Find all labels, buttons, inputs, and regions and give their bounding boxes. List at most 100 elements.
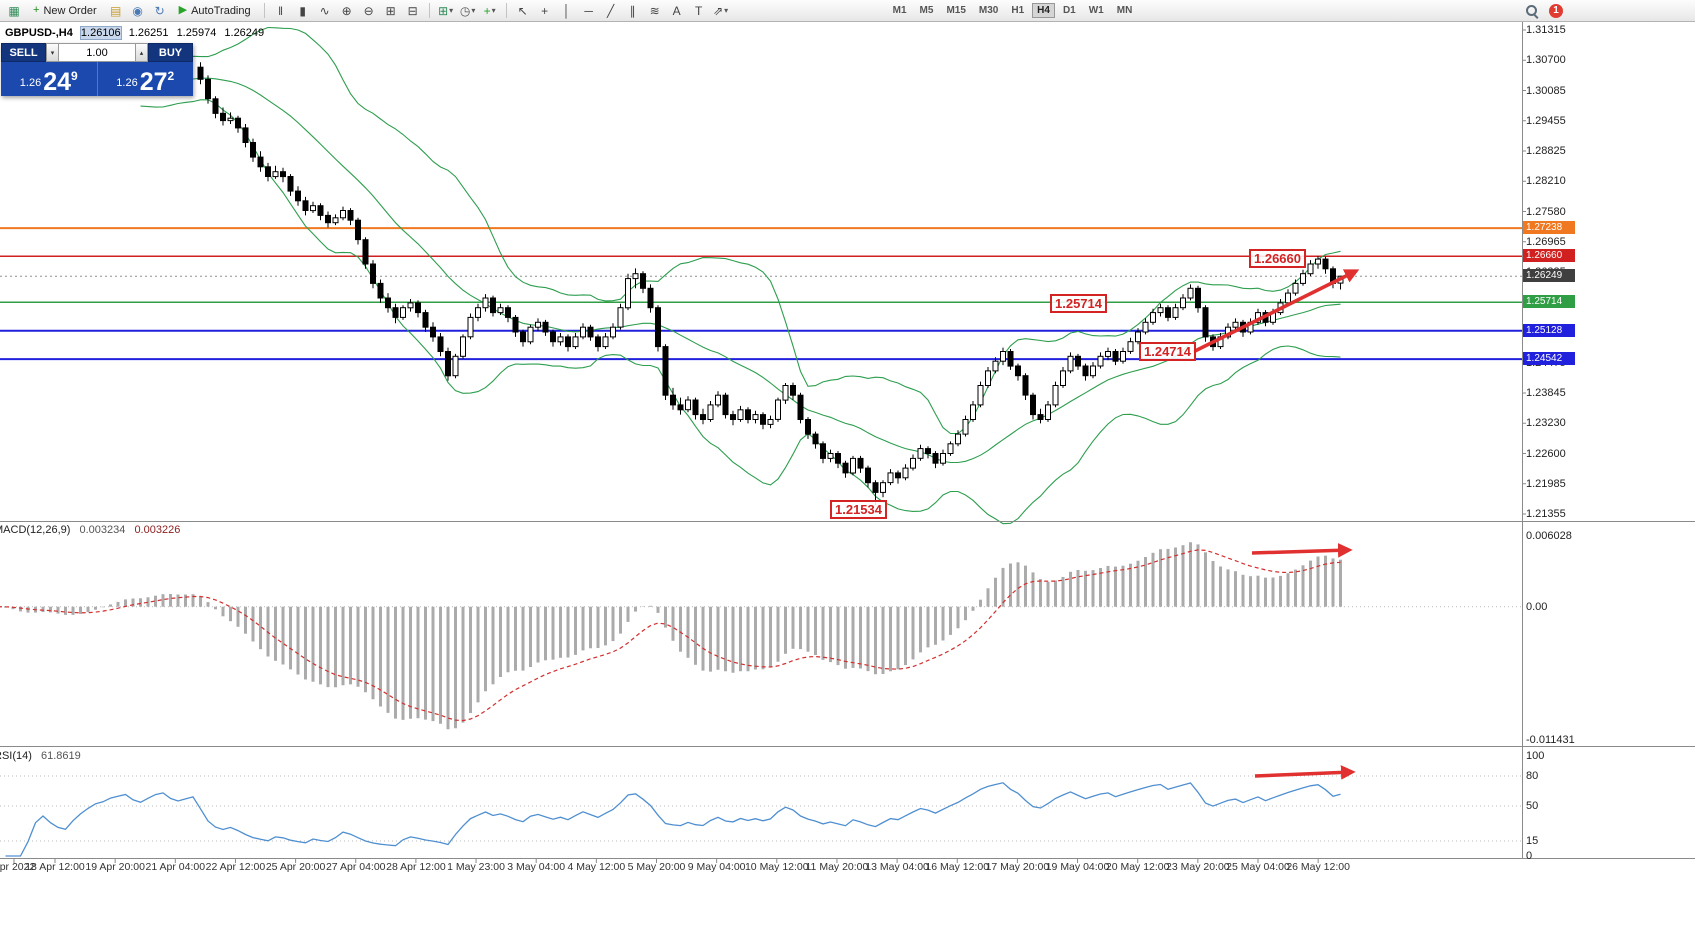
toolbar: ▦ + New Order ▤ ◉ ↻ ▶ AutoTrading ‖ ▮ ∿ ⊕ ⊖ ⊞ ⊟ ⊞ ▾ ◷ ▾ + ▾ ↖… [0, 0, 1695, 22]
line-chart-icon-glyph: ∿ [319, 3, 330, 18]
timeframe-m1-button[interactable]: M1 [888, 3, 912, 18]
buy-price-big: 27 [139, 68, 168, 96]
chart-quote-line: GBPUSD-,H4 1.26106 1.26251 1.25974 1.262… [5, 26, 265, 40]
crosshair-icon[interactable]: + [535, 2, 555, 19]
volume-decrease-button[interactable]: ▾ [46, 43, 59, 62]
timeframe-h4-button[interactable]: H4 [1032, 3, 1055, 18]
sell-button[interactable]: SELL [1, 43, 46, 62]
channel-icon-glyph: ∥ [629, 3, 636, 18]
toolbar-separator [263, 3, 265, 18]
text-label-icon-glyph: T [694, 3, 703, 18]
timeframe-m15-button[interactable]: M15 [941, 3, 970, 18]
horizontal-line-icon[interactable]: ─ [579, 2, 599, 19]
autotrading-button[interactable]: ▶ AutoTrading [172, 3, 258, 19]
data-window-icon-glyph: ◉ [132, 3, 143, 18]
toolbar-separator [505, 3, 507, 18]
zoom-out-icon-glyph: ⊖ [363, 3, 374, 18]
buy-button[interactable]: BUY [148, 43, 193, 62]
horizontal-line-icon-glyph: ─ [584, 3, 593, 18]
one-click-price-row: 1.26 24 9 1.26 27 2 [1, 62, 193, 96]
volume-increase-button[interactable]: ▴ [135, 43, 148, 62]
panel-separators [0, 21, 1695, 859]
trendline-icon[interactable]: ╱ [601, 2, 621, 19]
macd-title-text: MACD(12,26,9) [0, 524, 71, 536]
crosshair-icon-glyph: + [541, 3, 549, 18]
autotrading-button-label: AutoTrading [191, 4, 251, 17]
hlines-layer [0, 227, 1522, 361]
chart-symbol-period: GBPUSD-,H4 [5, 27, 73, 39]
notification-badge[interactable]: 1 [1549, 3, 1563, 18]
tile-windows-icon[interactable]: ⊞ [381, 2, 401, 19]
rsi-levels [0, 775, 1522, 842]
channel-icon[interactable]: ∥ [623, 2, 643, 19]
app-icon[interactable]: ▦ [4, 2, 24, 19]
rsi-line [5, 782, 1341, 857]
cursor-icon-glyph: ↖ [517, 3, 528, 18]
text-icon[interactable]: A [667, 2, 687, 19]
sell-price-big: 24 [43, 68, 72, 96]
refresh-icon-glyph: ↻ [154, 3, 165, 18]
timeframe-d1-button[interactable]: D1 [1058, 3, 1081, 18]
candlestick-chart-icon[interactable]: ▮ [293, 2, 313, 19]
macd-arrow [1251, 542, 1353, 558]
buy-price-sup: 2 [167, 69, 175, 83]
market-watch-icon[interactable]: ▤ [106, 2, 126, 19]
timeframe-mn-button[interactable]: MN [1112, 3, 1138, 18]
toolbar-separator [428, 3, 430, 18]
volume-input[interactable] [59, 43, 135, 62]
new-order-glyph: + [33, 4, 40, 16]
vertical-line-icon[interactable]: │ [557, 2, 577, 19]
fibonacci-icon-glyph: ≋ [649, 3, 660, 18]
dropdown-caret-icon: ▾ [491, 6, 496, 15]
zoom-out-icon[interactable]: ⊖ [359, 2, 379, 19]
macd-value-signal: 0.003226 [134, 524, 181, 536]
macd-histogram-layer [4, 542, 1342, 730]
data-window-icon[interactable]: ◉ [128, 2, 148, 19]
rsi-arrow [1254, 765, 1356, 780]
arrows-tool-button[interactable]: ⇗ ▾ [711, 2, 731, 19]
timeframe-m5-button[interactable]: M5 [915, 3, 939, 18]
timeframe-w1-button[interactable]: W1 [1084, 3, 1109, 18]
quote-close: 1.26249 [224, 27, 265, 39]
quote-low: 1.25974 [176, 27, 217, 39]
app-icon-glyph: ▦ [8, 3, 20, 18]
arrows-tool-glyph: ⇗ [713, 3, 724, 18]
text-label-icon[interactable]: T [689, 2, 709, 19]
new-chart-glyph: ⊞ [438, 3, 449, 18]
sell-price-sup: 9 [71, 69, 78, 83]
tile-windows-icon-glyph: ⊞ [385, 3, 396, 18]
timeframe-h1-button[interactable]: H1 [1006, 3, 1029, 18]
text-icon-glyph: A [672, 3, 681, 18]
new-chart-button[interactable]: ⊞ ▾ [436, 2, 456, 19]
profiles-glyph: ◷ [459, 3, 471, 18]
buy-price[interactable]: 1.26 27 2 [96, 62, 194, 96]
indicators-button[interactable]: + ▾ [480, 2, 500, 19]
vertical-line-icon-glyph: │ [562, 3, 571, 18]
dropdown-caret-icon: ▾ [449, 6, 454, 15]
line-chart-icon[interactable]: ∿ [315, 2, 335, 19]
dropdown-caret-icon: ▾ [471, 6, 476, 15]
autotrading-glyph: ▶ [178, 4, 188, 16]
bar-chart-icon[interactable]: ‖ [271, 2, 291, 19]
rsi-value: 61.8619 [40, 750, 81, 762]
refresh-icon[interactable]: ↻ [150, 2, 170, 19]
search-icon[interactable] [1524, 3, 1539, 18]
rsi-panel-title: RSI(14) 61.8619 [0, 750, 81, 762]
profiles-button[interactable]: ◷ ▾ [458, 2, 478, 19]
cascade-windows-icon[interactable]: ⊟ [403, 2, 423, 19]
sell-price[interactable]: 1.26 24 9 [1, 62, 97, 96]
bar-chart-icon-glyph: ‖ [278, 3, 284, 18]
macd-signal-line [0, 549, 1341, 722]
new-order-button-label: New Order [43, 4, 97, 17]
timeframe-m30-button[interactable]: M30 [974, 3, 1003, 18]
zoom-in-icon-glyph: ⊕ [341, 3, 352, 18]
zoom-in-icon[interactable]: ⊕ [337, 2, 357, 19]
quote-open: 1.26106 [79, 26, 122, 40]
cursor-icon[interactable]: ↖ [513, 2, 533, 19]
candlestick-chart-icon-glyph: ▮ [299, 3, 306, 18]
new-order-button[interactable]: + New Order [26, 3, 104, 19]
trendline-icon-glyph: ╱ [607, 3, 615, 18]
fibonacci-icon[interactable]: ≋ [645, 2, 665, 19]
cascade-windows-icon-glyph: ⊟ [407, 3, 418, 18]
